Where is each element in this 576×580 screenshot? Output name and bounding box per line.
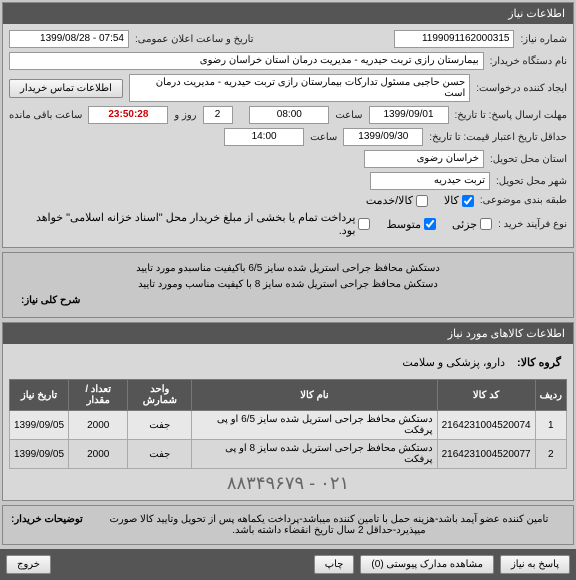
province-label: استان محل تحویل: [490,154,567,165]
col-unit: واحد شمارش [128,380,192,411]
city-label: شهر محل تحویل: [496,176,567,187]
cell-unit: جفت [128,440,192,469]
cell-qty: 2000 [69,440,128,469]
valid-time: 14:00 [224,128,304,146]
cell-idx: 2 [535,440,566,469]
announce-label: تاریخ و ساعت اعلان عمومی: [135,34,254,45]
table-row[interactable]: 1 2164231004520074 دستکش محافظ جراحی است… [10,411,567,440]
panel-title: اطلاعات نیاز [3,3,573,24]
cell-name: دستکش محافظ جراحی استریل شده سایز 8 او پ… [192,440,437,469]
items-table: ردیف کد کالا نام کالا واحد شمارش تعداد /… [9,379,567,469]
col-date: تاریخ نیاز [10,380,69,411]
desc-label: شرح کلی نیاز: [21,293,80,309]
notes-text: تامین کننده عضو آیمد باشد-هزینه حمل با ت… [93,514,565,536]
need-no-label: شماره نیاز: [520,34,567,45]
buyer-org-label: نام دستگاه خریدار: [490,56,567,67]
print-button[interactable]: چاپ [314,555,355,574]
creator-value: حسن حاجبی مسئول تدارکات بیمارستان رازی ت… [129,74,470,102]
goods-checkbox[interactable] [462,195,474,207]
creator-label: ایجاد کننده درخواست: [476,83,567,94]
col-name: نام کالا [192,380,437,411]
col-code: کد کالا [437,380,535,411]
phone-watermark: ۰۲۱ - ۸۸۳۴۹۶۷۹ [9,473,567,494]
pay-checkbox[interactable] [358,218,370,230]
contact-button[interactable]: اطلاعات تماس خریدار [9,79,123,98]
province-value: خراسان رضوی [364,150,484,168]
table-row[interactable]: 2 2164231004520077 دستکش محافظ جراحی است… [10,440,567,469]
cell-date: 1399/09/05 [10,411,69,440]
goods-opt: کالا [444,194,459,207]
desc-line2: دستکش محافظ جراحی استریل شده سایز 8 با ک… [11,277,565,293]
cell-qty: 2000 [69,411,128,440]
footer-toolbar: پاسخ به نیاز مشاهده مدارک پیوستی (0) چاپ… [0,549,576,580]
buyer-notes-box: تامین کننده عضو آیمد باشد-هزینه حمل با ت… [2,505,574,545]
items-panel: اطلاعات کالاهای مورد نیاز گروه کالا: دار… [2,322,574,501]
time-label-2: ساعت [310,132,337,143]
col-idx: ردیف [535,380,566,411]
city-value: تربت حیدریه [370,172,490,190]
deadline-label: مهلت ارسال پاسخ: تا تاریخ: [455,110,567,121]
services-opt: کالا/خدمت [366,194,413,207]
announce-value: 07:54 - 1399/08/28 [9,30,129,48]
budget-label: طبقه بندی موضوعی: [480,195,567,206]
group-label: گروه کالا: [517,356,561,369]
low-opt: جزئی [452,218,477,231]
reply-button[interactable]: پاسخ به نیاز [500,555,570,574]
low-checkbox[interactable] [480,218,492,230]
deadline-time: 08:00 [249,106,329,124]
services-checkbox[interactable] [416,195,428,207]
buyer-org-value: بیمارستان رازی تربت حیدریه - مدیریت درما… [9,52,484,70]
attachments-button[interactable]: مشاهده مدارک پیوستی (0) [360,555,494,574]
countdown-timer: 23:50:28 [88,106,168,124]
days-label: روز و [174,110,196,121]
exit-button[interactable]: خروج [6,555,51,574]
deadline-date: 1399/09/01 [369,106,449,124]
cell-code: 2164231004520074 [437,411,535,440]
col-qty: تعداد / مقدار [69,380,128,411]
cell-idx: 1 [535,411,566,440]
notes-label: توضیحات خریدار: [11,514,83,536]
valid-label: حداقل تاریخ اعتبار قیمت: تا تاریخ: [429,132,567,143]
cell-date: 1399/09/05 [10,440,69,469]
need-info-panel: اطلاعات نیاز شماره نیاز: 119909116200031… [2,2,574,248]
process-label: نوع فرآیند خرید : [498,219,567,230]
items-title: اطلاعات کالاهای مورد نیاز [3,323,573,344]
cell-name: دستکش محافظ جراحی استریل شده سایز 6/5 او… [192,411,437,440]
group-value: دارو، پزشکی و سلامت [402,356,505,369]
mid-opt: متوسط [386,218,421,231]
pay-note: پرداخت تمام یا بخشی از مبلغ خریدار محل "… [19,211,355,237]
need-no-value: 1199091162000315 [394,30,514,48]
mid-checkbox[interactable] [424,218,436,230]
cell-code: 2164231004520077 [437,440,535,469]
valid-date: 1399/09/30 [343,128,423,146]
time-label-1: ساعت [335,110,362,121]
need-description-box: دستکش محافظ جراحی استریل شده سایز 6/5 با… [2,252,574,318]
cell-unit: جفت [128,411,192,440]
remain-label: ساعت باقی مانده [9,110,82,121]
days-remaining: 2 [203,106,233,124]
desc-line1: دستکش محافظ جراحی استریل شده سایز 6/5 با… [11,261,565,277]
